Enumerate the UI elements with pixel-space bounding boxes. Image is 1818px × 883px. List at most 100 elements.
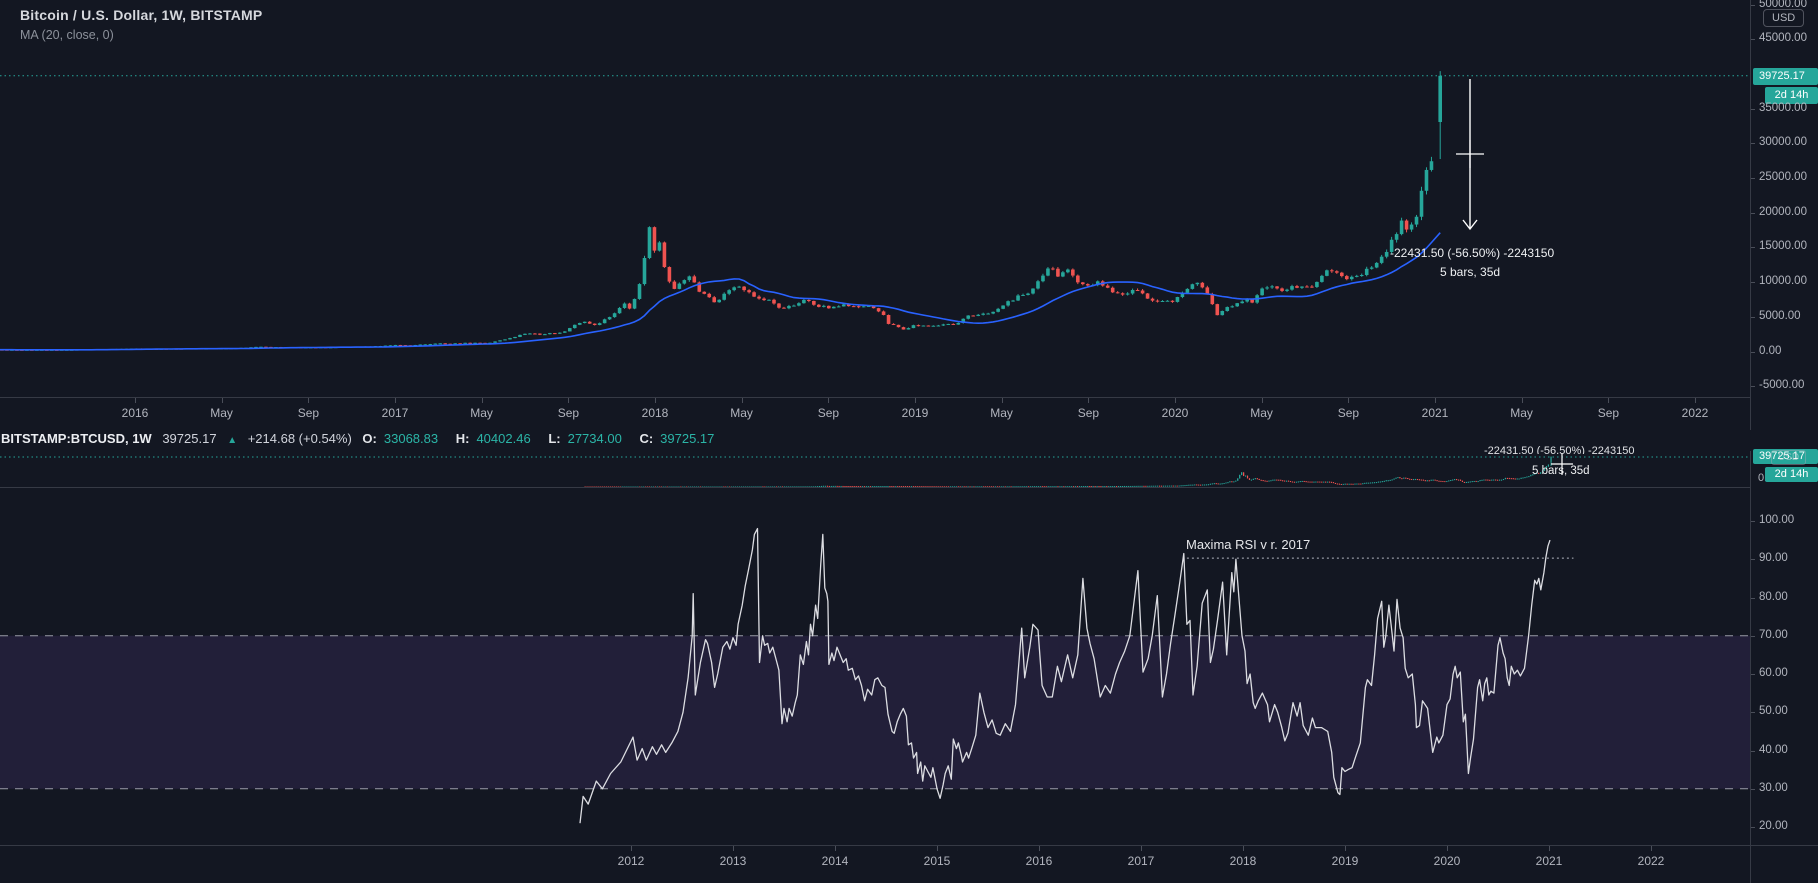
candle-body <box>1061 486 1063 487</box>
candle-body <box>871 486 873 487</box>
time-tick <box>395 398 396 403</box>
candle-body <box>893 486 895 487</box>
candle-body <box>1391 479 1393 481</box>
rsi-pane[interactable]: Maxima RSI v r. 2017 <box>0 487 1750 845</box>
price-scale-label: 50000.00 <box>1759 0 1807 10</box>
time-axis-label: 2016 <box>121 406 149 420</box>
main-chart-pane[interactable]: Bitcoin / U.S. Dollar, 1W, BITSTAMP MA (… <box>0 0 1750 397</box>
candle-body <box>1084 486 1086 487</box>
candle-body <box>680 486 682 487</box>
candle-body <box>562 331 567 333</box>
rsi-price-scale[interactable]: 39725.17 USD 0. 2d 14h 100.00 90.00 80.00 7… <box>1750 449 1818 845</box>
candle-body <box>656 486 658 487</box>
candle-body <box>1328 481 1331 483</box>
candle-body <box>1418 479 1421 481</box>
candle-body <box>1200 484 1202 486</box>
candle-body <box>1369 267 1374 269</box>
rsi-line[interactable] <box>579 527 1551 824</box>
price-scale-label: 5000.00 <box>1759 309 1801 322</box>
candle-body <box>1092 486 1094 487</box>
mini-chart-canvas[interactable] <box>0 451 1750 487</box>
candle-body <box>1227 482 1229 484</box>
currency-usd-button[interactable]: USD <box>1763 9 1805 27</box>
candle-body <box>1404 220 1409 230</box>
rsi-time-axis[interactable]: 2012 2013 2014 2015 2016 2017 2018 2019 2020 2021… <box>0 845 1818 883</box>
candle-body <box>513 336 517 339</box>
candle-body <box>1506 478 1508 480</box>
measure-arrow-head <box>1462 219 1478 231</box>
rsi-canvas[interactable] <box>0 487 1750 845</box>
scale-tick <box>1751 4 1755 6</box>
candle-body <box>1141 485 1143 487</box>
candle-body <box>955 486 957 487</box>
mini-chart-pane[interactable]: -22431.50 (-56.50%) -2243150 5 bars, 35d <box>0 445 1750 488</box>
candle-body <box>1129 485 1131 487</box>
candle-body <box>986 313 990 315</box>
ma-indicator-label: MA (20, close, 0) <box>20 28 114 42</box>
candle-body <box>1164 485 1167 487</box>
mini-measure-label[interactable]: 5 bars, 35d <box>1532 465 1590 477</box>
candle-body <box>1543 468 1546 471</box>
candle-body <box>1359 274 1364 276</box>
candle-body <box>946 323 951 325</box>
candle-body <box>1278 479 1280 481</box>
candle-body <box>1170 485 1172 487</box>
candle-body <box>945 486 948 487</box>
main-chart-canvas[interactable] <box>0 0 1750 397</box>
candle-body <box>1098 486 1100 487</box>
candle-body <box>956 322 961 325</box>
candle-body <box>709 486 711 487</box>
mini-currency-usd-button[interactable]: USD <box>1771 450 1807 465</box>
candle-body <box>693 486 696 487</box>
candle-body <box>1270 286 1274 288</box>
candle-body <box>1498 479 1501 481</box>
candle-body <box>468 342 472 344</box>
candle-body <box>1403 477 1405 479</box>
time-axis-label: 2013 <box>719 854 747 868</box>
candle-body <box>1272 479 1274 481</box>
candle-body <box>1037 486 1040 487</box>
measure-label-line1[interactable]: -22431.50 (-56.50%) -2243150 <box>1390 246 1555 260</box>
candle-body <box>1455 479 1458 481</box>
main-time-axis[interactable]: 2016 May Sep 2017 May Sep 2018 May Sep 2019 May Sep… <box>0 397 1818 430</box>
time-tick <box>915 398 916 403</box>
candle-body <box>1438 480 1440 482</box>
candle-body <box>567 328 572 332</box>
time-tick <box>733 846 734 851</box>
candle-body <box>1166 485 1168 487</box>
candle-body <box>1319 481 1321 483</box>
candle-body <box>1364 268 1369 275</box>
candle-body <box>740 486 743 487</box>
candle-body <box>807 299 811 301</box>
candle-body <box>1135 290 1140 292</box>
price-scale-label: 0.00 <box>1759 344 1782 357</box>
candle-body <box>686 486 688 487</box>
rsi-annotation-text[interactable]: Maxima RSI v r. 2017 <box>1186 537 1311 552</box>
candle-body <box>1137 485 1139 487</box>
candle-body <box>861 306 866 308</box>
candle-body <box>1444 481 1446 483</box>
candle-body <box>1215 483 1217 485</box>
candle-body <box>782 307 786 309</box>
candle-body <box>1215 304 1220 316</box>
candle-body <box>899 486 901 487</box>
candle-body <box>1059 486 1061 487</box>
candle-body <box>1344 276 1349 280</box>
candle-body <box>1424 480 1426 482</box>
candle-body <box>1188 484 1190 486</box>
ma20-line[interactable] <box>0 232 1441 351</box>
close-value: 39725.17 <box>660 431 715 446</box>
candle-body <box>752 486 754 487</box>
candle-body <box>1520 477 1522 479</box>
main-price-scale[interactable]: USD 39725.17 2d 14h 50000.00 45000.00 3500… <box>1750 0 1818 429</box>
candle-body <box>1334 482 1337 484</box>
candle-body <box>648 486 651 487</box>
time-axis-label: 2018 <box>1229 854 1257 868</box>
measure-label-line2[interactable]: 5 bars, 35d <box>1440 265 1501 279</box>
candle-body <box>1170 300 1175 302</box>
candle-body <box>877 486 879 487</box>
candle-body <box>1459 479 1462 481</box>
candle-body <box>1291 481 1294 483</box>
candle-body <box>1485 479 1487 481</box>
candle-body <box>904 486 907 487</box>
